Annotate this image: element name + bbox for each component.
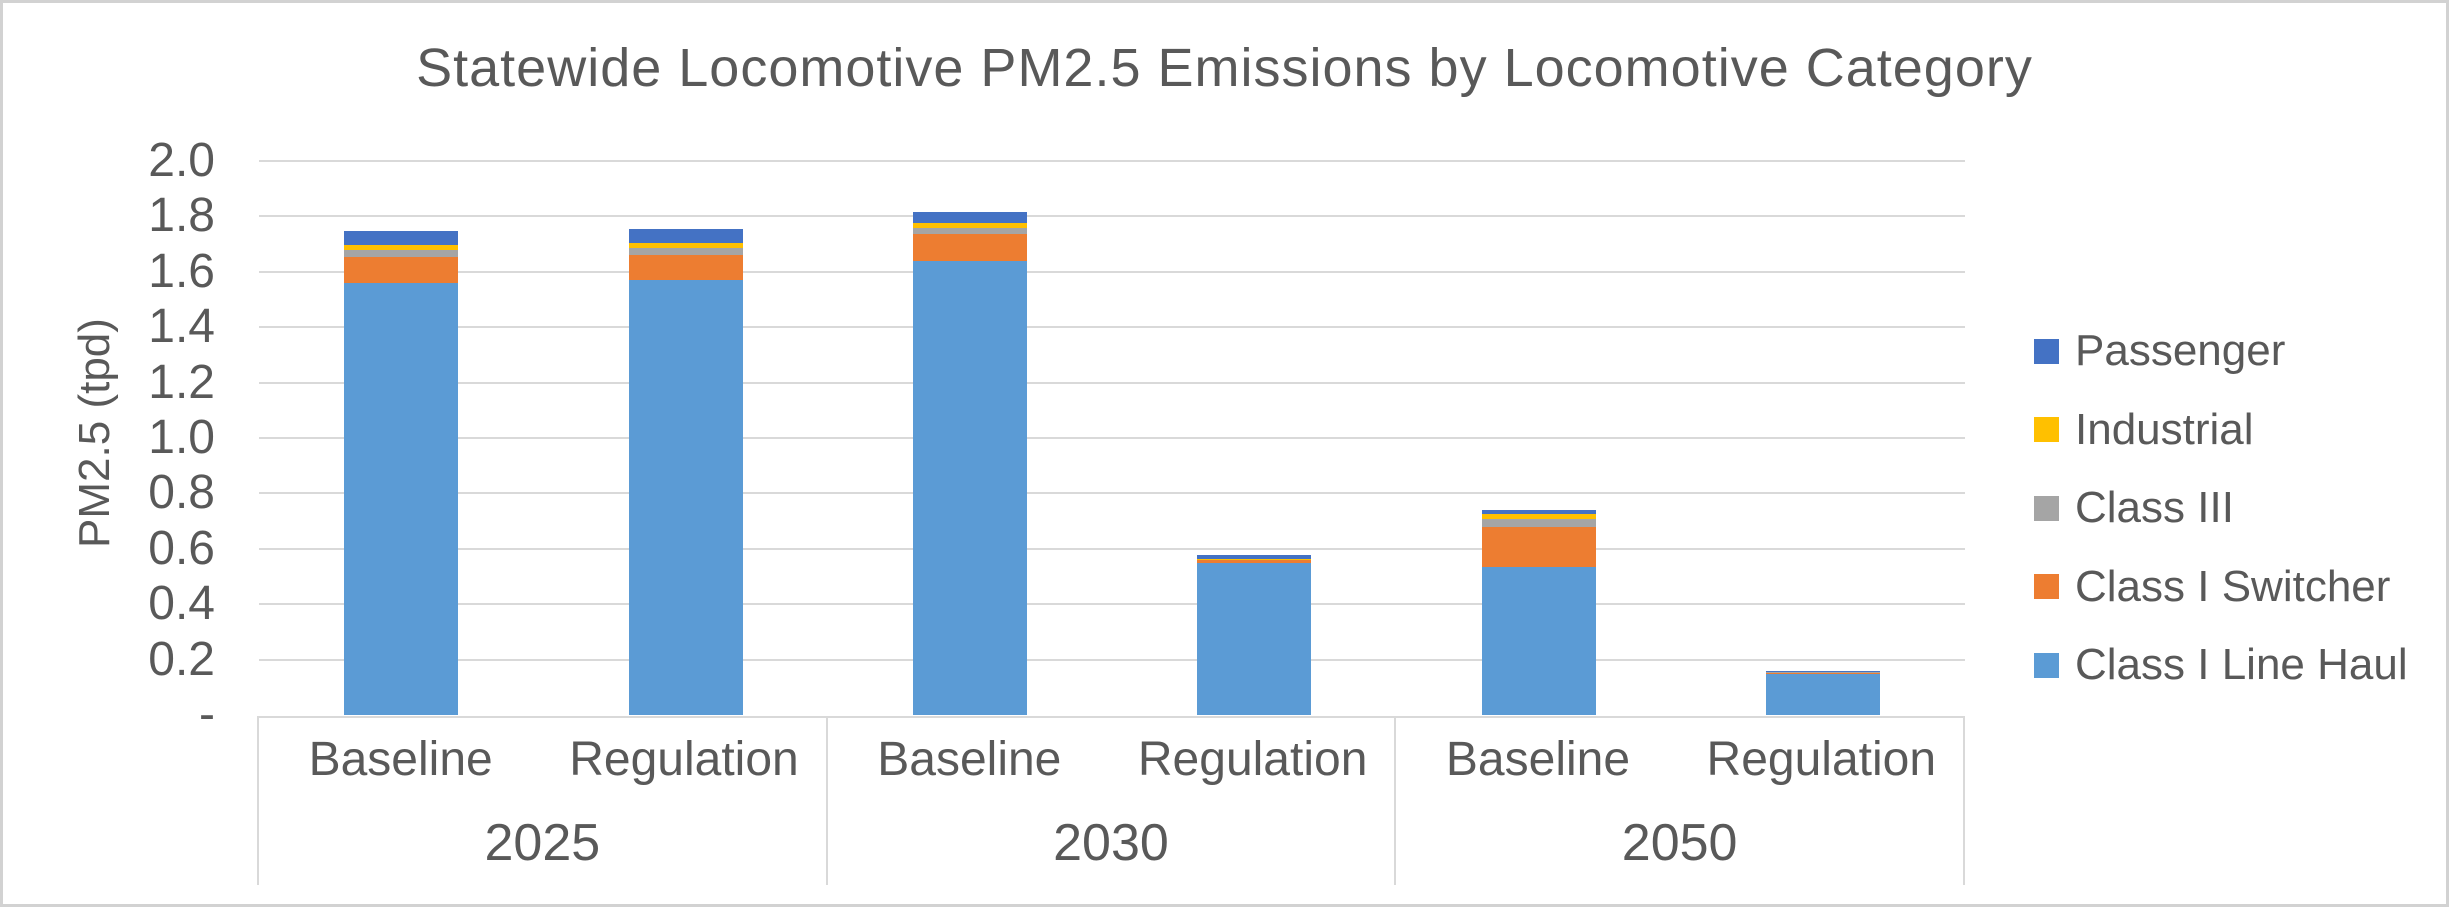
x-subcategory-row: Baseline Regulation (1396, 718, 1963, 800)
gridline (259, 381, 1965, 384)
bar-segment-industrial (1197, 558, 1312, 560)
legend-label: Industrial (2075, 404, 2254, 454)
x-group-2030: Baseline Regulation 2030 (828, 718, 1397, 885)
bar-segment-industrial (912, 223, 1027, 228)
gridline (259, 547, 1965, 550)
bar-segment-class-i-switcher (1765, 672, 1880, 674)
gridline (259, 603, 1965, 606)
bar-segment-class-iii (344, 249, 459, 257)
bar-segment-passenger (344, 231, 459, 245)
legend-label: Class III (2075, 483, 2234, 532)
x-group-2050: Baseline Regulation 2050 (1396, 718, 1965, 885)
y-tick-label: 1.6 (148, 244, 215, 298)
bar-segment-class-iii (1197, 559, 1312, 561)
bar-segment-class-i-line-haul (1197, 562, 1312, 715)
x-label-regulation: Regulation (1706, 732, 1937, 786)
x-label-year: 2030 (1053, 813, 1169, 872)
x-label-baseline: Baseline (308, 732, 493, 786)
bar-segment-class-iii (1765, 671, 1880, 673)
chart-title: Statewide Locomotive PM2.5 Emissions by … (416, 38, 2033, 98)
y-tick-label: 0.8 (148, 466, 215, 520)
x-group-2025: Baseline Regulation 2025 (259, 718, 828, 885)
x-label-regulation: Regulation (569, 732, 799, 786)
legend-swatch-icon (2034, 338, 2059, 364)
x-axis-table: Baseline Regulation 2025 Baseline Regulation… (257, 716, 1965, 885)
gridline (259, 215, 1965, 218)
legend-item-class-iii: Class III (2034, 483, 2234, 533)
plot-area: 2.0 1.8 1.6 1.4 1.2 1.0 0.8 0.6 0.4 0.2- Baseline R… (3, 3, 2446, 904)
bar-segment-class-iii (912, 227, 1027, 235)
bar-segment-class-i-line-haul (344, 282, 459, 715)
bar-segment-class-i-line-haul (912, 260, 1027, 715)
legend-item-passenger: Passenger (2034, 326, 2285, 376)
legend-item-industrial: Industrial (2034, 405, 2254, 455)
bar-segment-passenger (912, 212, 1027, 224)
bar-segment-class-iii (628, 247, 743, 256)
bar-segment-industrial (628, 243, 743, 248)
bar-segment-passenger (1481, 510, 1596, 515)
bar-segment-passenger (628, 229, 743, 244)
bar-segment-class-i-switcher (344, 256, 459, 283)
y-tick-label: 0.4 (148, 577, 215, 631)
bar-segment-class-iii (1481, 519, 1596, 527)
x-label-baseline: Baseline (877, 732, 1062, 786)
legend-label: Class I Switcher (2075, 561, 2391, 611)
legend-swatch-icon (2034, 417, 2059, 442)
legend-swatch-icon (2034, 495, 2059, 521)
y-tick-label: 1.0 (148, 411, 215, 464)
bar-segment-industrial (344, 244, 459, 250)
bar-segment-class-i-line-haul (1765, 674, 1880, 715)
legend-swatch-icon (2034, 652, 2059, 678)
bar-segment-class-i-switcher (912, 234, 1027, 261)
bar-segment-class-i-line-haul (1481, 566, 1596, 715)
y-tick-label: 0.2 (148, 632, 215, 686)
legend-item-class-i-switcher: Class I Switcher (2034, 562, 2390, 612)
gridline (259, 326, 1965, 329)
y-tick-label: 1.8 (148, 189, 215, 243)
y-tick-label: 2.0 (148, 134, 215, 187)
gridline (259, 437, 1965, 439)
legend-label: Passenger (2075, 326, 2286, 375)
y-tick-label: 1.2 (148, 355, 215, 409)
x-subcategory-row: Baseline Regulation (259, 718, 826, 800)
bar-segment-class-i-switcher (1197, 560, 1312, 563)
bar-segment-passenger (1765, 670, 1880, 672)
x-label-regulation: Regulation (1137, 732, 1368, 786)
gridline (259, 270, 1965, 273)
x-label-baseline: Baseline (1445, 732, 1631, 786)
gridline (259, 160, 1965, 162)
bar-segment-class-i-line-haul (628, 280, 743, 715)
bar-segment-industrial (1481, 514, 1596, 520)
y-tick-label: 0.6 (148, 521, 215, 575)
y-tick-label: - (199, 688, 215, 741)
x-label-year: 2025 (484, 813, 601, 872)
bar-segment-passenger (1197, 554, 1312, 559)
gridline (259, 492, 1965, 495)
legend-swatch-icon (2034, 574, 2059, 599)
x-label-year: 2050 (1621, 813, 1738, 872)
y-tick-label: 1.4 (148, 300, 215, 354)
bar-segment-class-i-switcher (628, 255, 743, 281)
legend-item-class-i-line-haul: Class I Line Haul (2034, 640, 2408, 690)
legend-label: Class I Line Haul (2075, 640, 2408, 689)
gridline (259, 658, 1965, 661)
bar-segment-class-i-switcher (1481, 526, 1596, 567)
x-subcategory-row: Baseline Regulation (828, 718, 1395, 800)
